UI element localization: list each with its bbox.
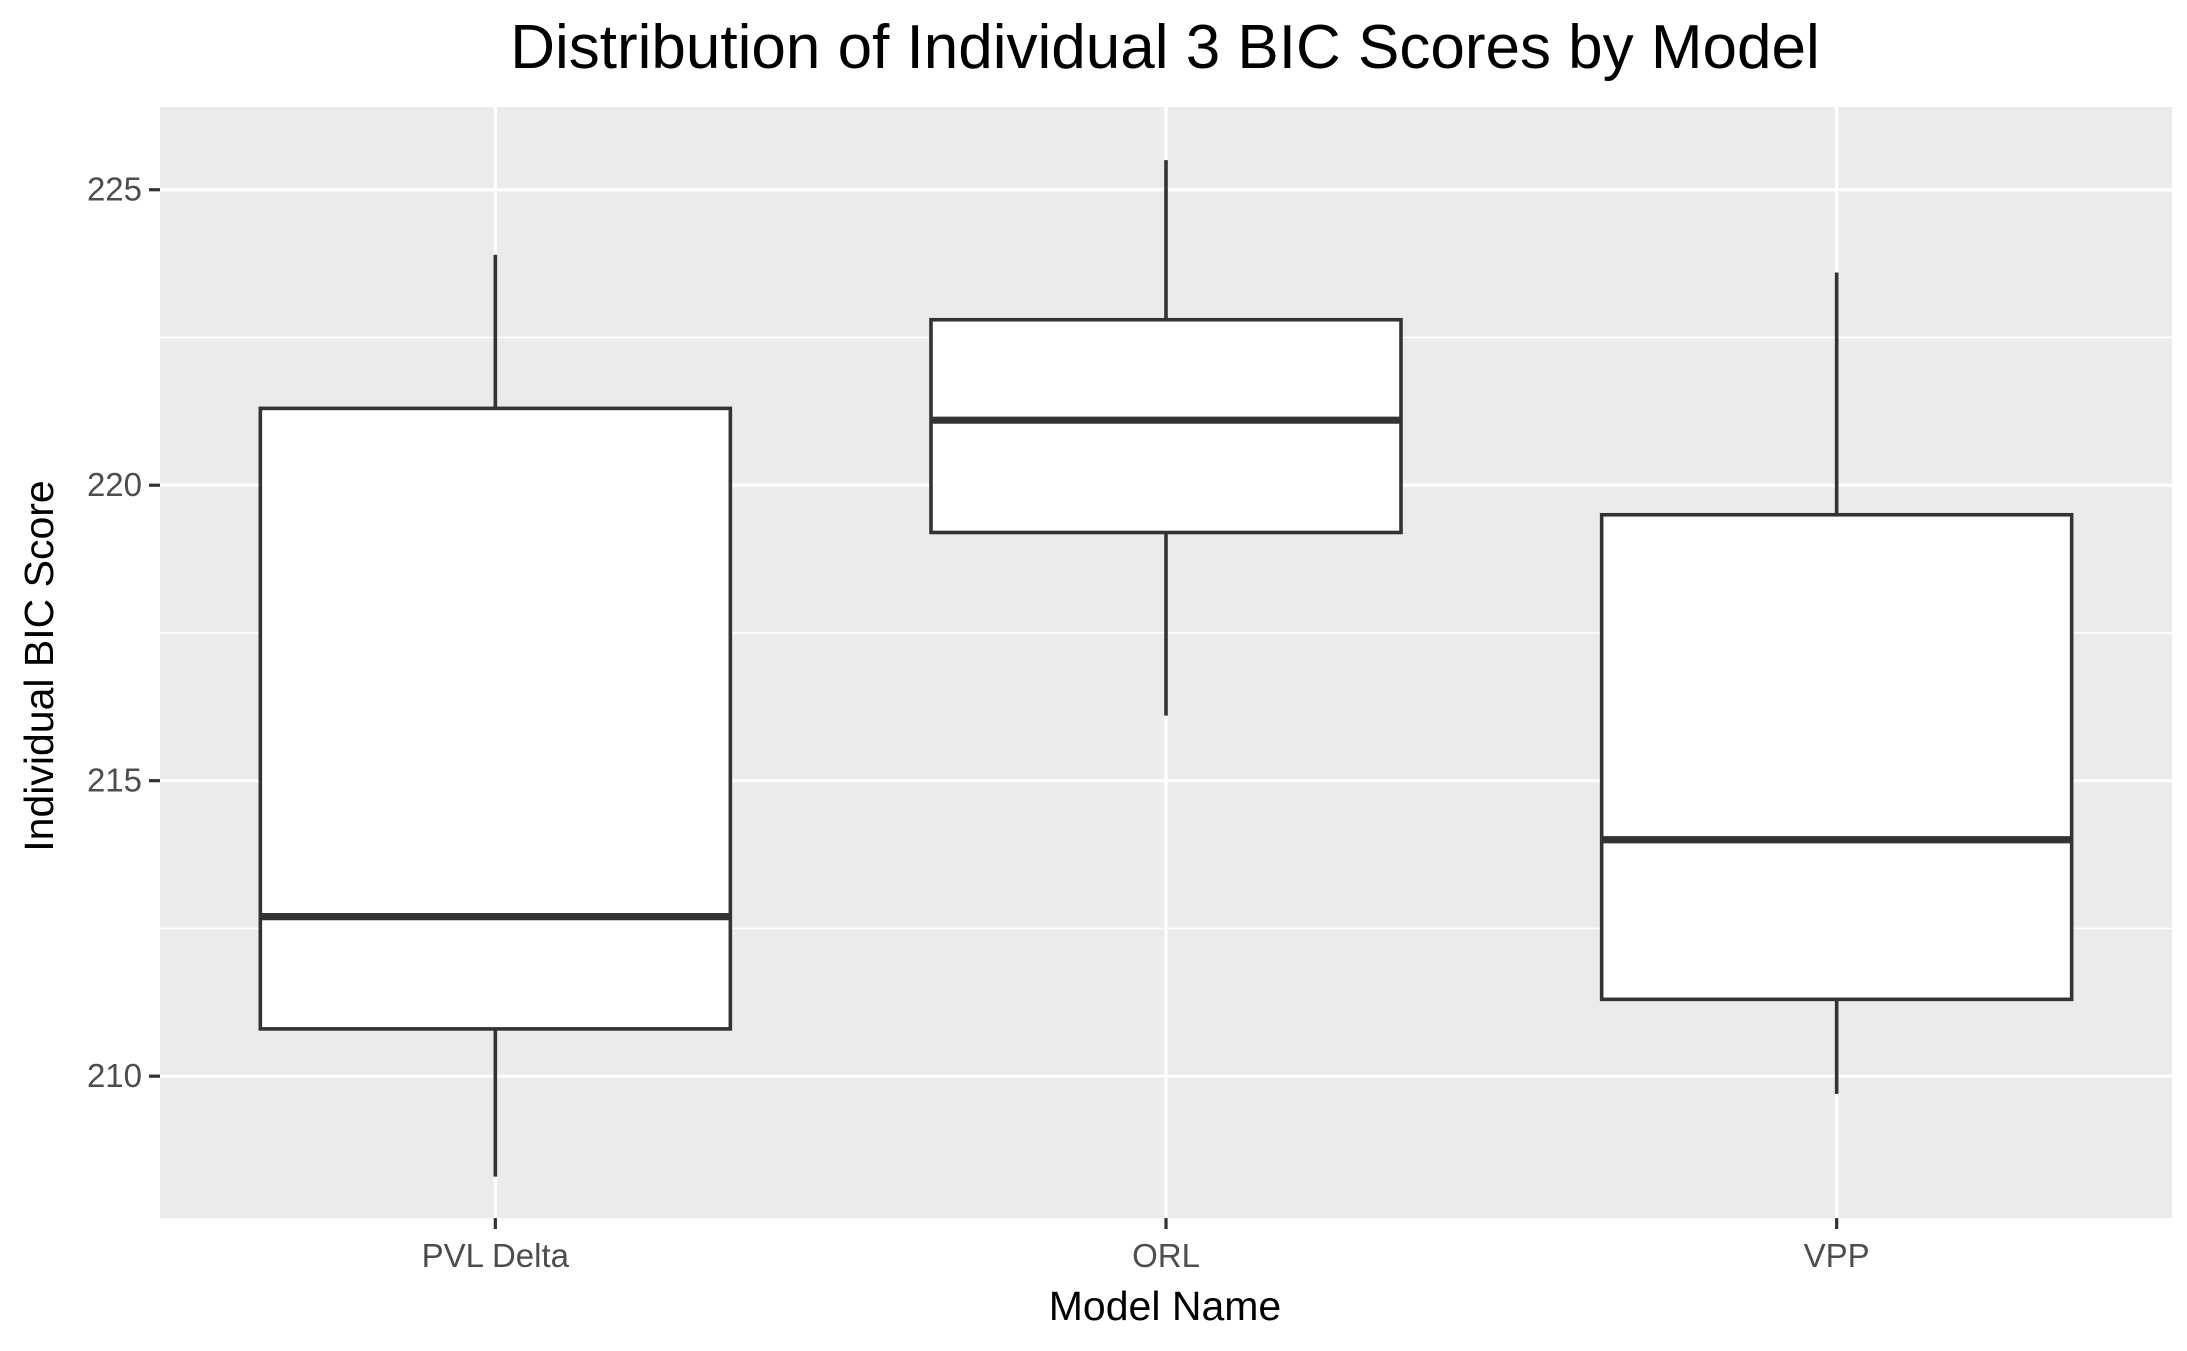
box-orl: [929, 160, 1403, 716]
box-pvl-delta: [258, 254, 733, 1177]
y-axis-title: Individual BIC Score: [16, 480, 62, 851]
y-tick-label: 215: [87, 762, 142, 799]
x-tick-label: ORL: [1132, 1237, 1200, 1274]
boxes: [258, 160, 2074, 1177]
box-iqr: [1599, 512, 2074, 1002]
y-tick-label: 220: [87, 466, 142, 503]
box-vpp: [1599, 272, 2074, 1094]
box-iqr: [929, 317, 1403, 535]
x-axis-title: Model Name: [1049, 1283, 1281, 1329]
y-tick-label: 210: [87, 1057, 142, 1094]
chart-title: Distribution of Individual 3 BIC Scores …: [510, 13, 1820, 82]
box-iqr: [258, 406, 733, 1031]
axes: 210 215 220 225 PVL Delta ORL VPP: [87, 171, 1870, 1274]
x-tick-label: PVL Delta: [422, 1237, 570, 1274]
x-tick-label: VPP: [1804, 1237, 1870, 1274]
y-tick-label: 225: [87, 171, 142, 208]
